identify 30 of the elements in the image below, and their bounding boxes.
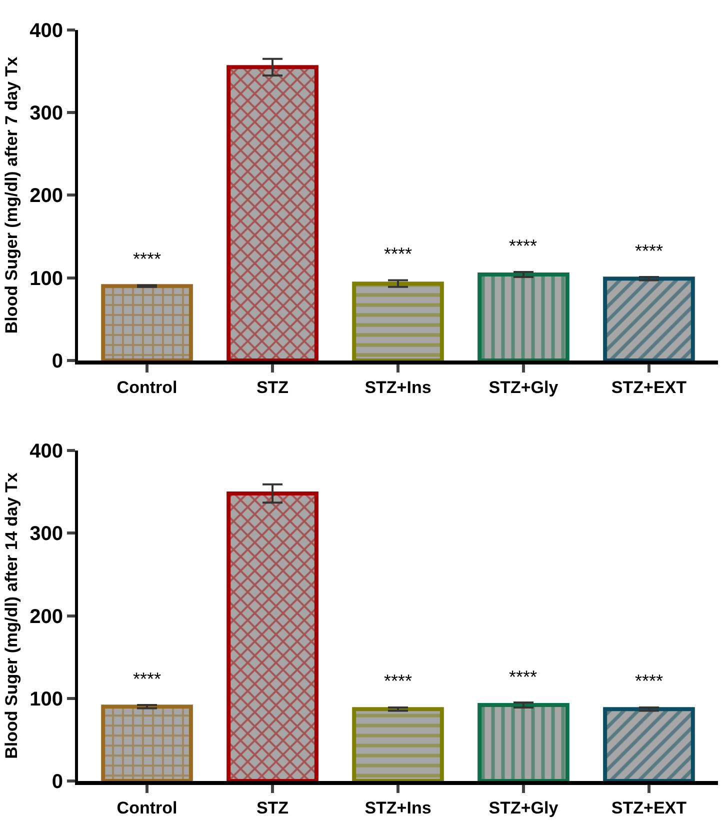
x-tick-label: STZ bbox=[256, 378, 289, 397]
x-tick-label: STZ+Gly bbox=[488, 798, 559, 818]
x-tick-label: STZ+EXT bbox=[611, 378, 688, 397]
y-tick-label: 400 bbox=[30, 20, 63, 42]
y-tick-label: 0 bbox=[52, 771, 63, 793]
x-tick-label: STZ bbox=[256, 798, 289, 818]
x-tick-label: Control bbox=[116, 798, 178, 818]
data-label: **** bbox=[635, 671, 664, 691]
y-axis-title: Blood Suger (mg/dl) after 14 day Tx bbox=[2, 472, 22, 759]
data-label: **** bbox=[635, 241, 664, 261]
y-tick-label: 0 bbox=[52, 350, 63, 372]
data-label: **** bbox=[133, 669, 162, 689]
x-tick-label: STZ+Ins bbox=[364, 798, 432, 818]
data-label: **** bbox=[509, 667, 538, 687]
y-tick-label: 200 bbox=[30, 185, 63, 208]
x-tick-label: STZ+EXT bbox=[611, 798, 688, 818]
x-tick-label: STZ+Ins bbox=[364, 378, 432, 397]
data-label: **** bbox=[509, 236, 538, 256]
y-tick-label: 300 bbox=[30, 102, 63, 125]
y-tick-label: 100 bbox=[30, 688, 63, 710]
x-tick-label: STZ+Gly bbox=[488, 378, 559, 397]
y-tick-label: 300 bbox=[30, 523, 63, 546]
data-label: **** bbox=[384, 671, 412, 691]
y-tick-label: 100 bbox=[30, 268, 63, 290]
data-label: **** bbox=[384, 244, 412, 264]
y-axis-title: Blood Suger (mg/dl) after 7 day Tx bbox=[2, 56, 22, 334]
y-tick-label: 200 bbox=[30, 606, 63, 628]
data-label: **** bbox=[133, 249, 162, 269]
x-tick-label: Control bbox=[116, 378, 178, 397]
y-tick-label: 400 bbox=[30, 440, 63, 463]
